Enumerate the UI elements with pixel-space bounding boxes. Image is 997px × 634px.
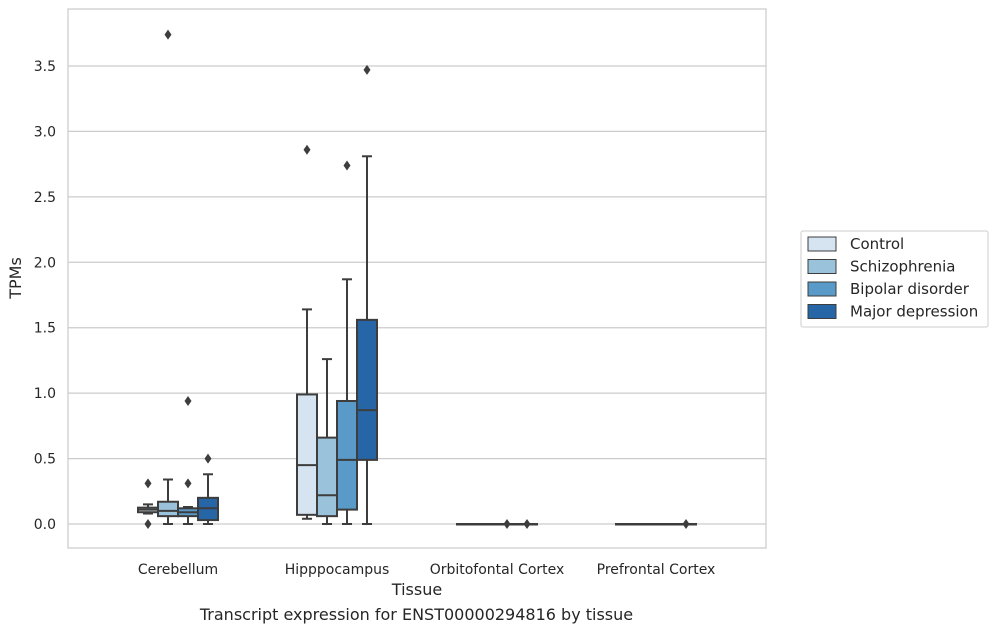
outlier-point [303, 144, 311, 155]
y-tick-label: 0.0 [34, 517, 56, 533]
gridlines [68, 65, 766, 525]
box-1-1 [316, 358, 338, 525]
legend-label: Major depression [850, 303, 978, 321]
y-tick-label: 0.5 [34, 452, 56, 468]
box-2-3 [655, 523, 677, 526]
legend-label: Bipolar disorder [850, 280, 970, 298]
legend-items: Control Schizophrenia Bipolar disorder Majo… [807, 235, 978, 321]
outlier-point [363, 64, 371, 75]
x-tick-label: Hipppocampus [285, 562, 390, 578]
box-2-2 [496, 519, 518, 529]
legend: Control Schizophrenia Bipolar disorder Majo… [800, 230, 989, 328]
outlier-point [184, 395, 192, 406]
outlier-point [682, 519, 690, 529]
box-0-0 [137, 478, 159, 529]
box [356, 318, 378, 461]
box-1-3 [635, 523, 657, 526]
outlier-point [164, 29, 172, 40]
box-1-2 [476, 523, 498, 526]
y-tick-label: 1.5 [34, 321, 56, 337]
box-0-3 [615, 523, 637, 526]
outlier-point [523, 519, 531, 529]
y-tick-label: 3.5 [34, 59, 56, 75]
y-tick-label: 3.0 [34, 124, 56, 140]
box-2-1 [336, 160, 358, 525]
box [316, 436, 338, 518]
outlier-point [343, 160, 351, 171]
y-tick-labels: 0.0 0.5 1.0 1.5 2.0 2.5 3.0 3.5 [34, 59, 56, 533]
box-3-3 [675, 519, 697, 529]
x-tick-labels: Cerebellum Hipppocampus Orbitofontal Corte… [138, 562, 715, 578]
plot-frame [67, 8, 767, 549]
y-axis-label: TPMs [6, 257, 25, 300]
y-tick-label: 1.0 [34, 386, 56, 402]
x-tick-label: Cerebellum [138, 562, 218, 578]
outlier-point [144, 478, 152, 489]
box-0-2 [456, 523, 478, 526]
outlier-point [144, 519, 152, 529]
outlier-point [204, 453, 212, 464]
box-0-1 [296, 144, 318, 520]
x-tick-label: Prefrontal Cortex [597, 562, 716, 578]
legend-label: Control [850, 235, 904, 253]
y-tick-label: 2.5 [34, 190, 56, 206]
box [157, 500, 179, 518]
x-axis-label: Tissue [391, 580, 442, 599]
legend-label: Schizophrenia [850, 258, 955, 276]
box [296, 393, 318, 516]
legend-frame [800, 230, 989, 328]
box [336, 399, 358, 511]
box-3-2 [516, 519, 538, 529]
legend-swatch [807, 236, 837, 252]
box-3-1 [356, 64, 378, 525]
box-3-0 [197, 453, 219, 525]
outlier-point [184, 478, 192, 489]
legend-swatch [807, 281, 837, 297]
outlier-point [503, 519, 511, 529]
box-2-0 [177, 395, 199, 525]
box-1-0 [157, 29, 179, 525]
chart-caption: Transcript expression for ENST0000029481… [199, 605, 634, 624]
box-plot-marks [137, 29, 697, 529]
y-tick-label: 2.0 [34, 255, 56, 271]
legend-swatch [807, 259, 837, 274]
x-tick-label: Orbitofontal Cortex [430, 562, 565, 578]
legend-swatch [807, 304, 837, 319]
